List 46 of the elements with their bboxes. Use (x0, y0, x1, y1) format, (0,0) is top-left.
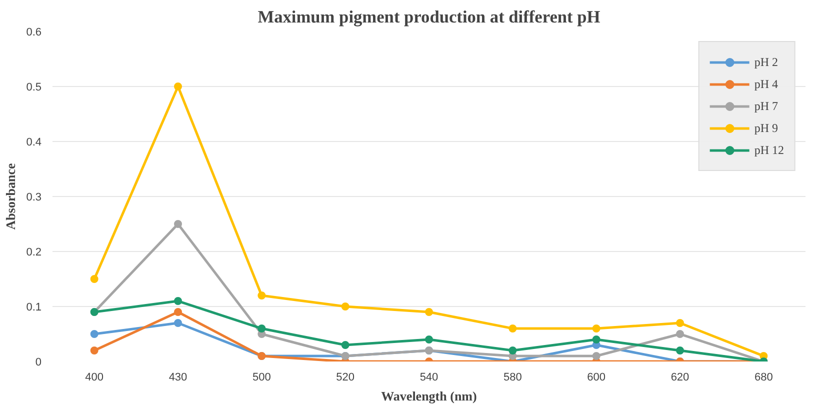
point (676, 330, 684, 338)
legend-label: pH 12 (754, 142, 784, 158)
y-tick-label: 0.6 (26, 26, 42, 38)
x-tick-label: 430 (168, 372, 188, 384)
point (341, 302, 350, 310)
legend-label: pH 9 (754, 120, 778, 136)
point (258, 324, 266, 332)
point (90, 330, 98, 338)
point (174, 82, 182, 90)
x-tick-label: 600 (587, 372, 606, 384)
legend-label: pH 4 (754, 76, 778, 92)
point (258, 292, 266, 300)
chart-title: Maximum pigment production at different pH (258, 8, 601, 26)
x-tick-label: 500 (252, 372, 271, 384)
legend-label: pH 2 (754, 54, 778, 70)
y-tick-label: 0 (35, 356, 42, 368)
point (174, 308, 182, 316)
point (592, 352, 600, 360)
legend-label: pH 7 (754, 98, 778, 114)
point (676, 346, 684, 354)
point (90, 275, 98, 283)
point (425, 308, 433, 316)
x-tick-label: 540 (420, 372, 438, 384)
point (174, 297, 182, 305)
x-tick-label: 620 (670, 372, 690, 384)
point (592, 336, 600, 344)
y-tick-label: 0.3 (26, 192, 42, 204)
point (425, 336, 433, 344)
point (676, 319, 684, 327)
point (508, 324, 517, 332)
x-tick-label: 680 (754, 372, 773, 384)
y-axis-title: Absorbance (3, 163, 18, 230)
point (174, 319, 182, 327)
point (341, 341, 350, 349)
x-tick-label: 520 (336, 372, 355, 384)
point (508, 346, 517, 354)
y-tick-label: 0.5 (26, 82, 42, 94)
y-tick-label: 0.4 (26, 136, 42, 148)
point (592, 324, 600, 332)
point (174, 220, 182, 228)
y-tick-label: 0.1 (26, 302, 42, 314)
point (90, 346, 98, 354)
x-axis-title: Wavelength (nm) (381, 388, 477, 404)
x-tick-label: 580 (503, 372, 522, 384)
y-tick-label: 0.2 (26, 246, 42, 258)
x-tick-label: 400 (85, 372, 104, 384)
